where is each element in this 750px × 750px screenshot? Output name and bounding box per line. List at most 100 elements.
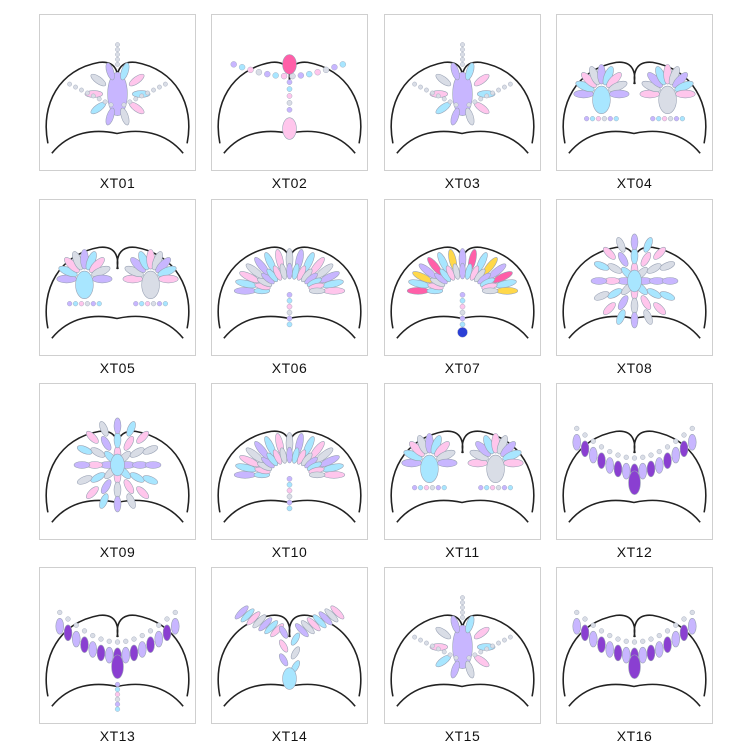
- gem: [92, 274, 113, 284]
- gem: [659, 291, 676, 301]
- gem: [597, 452, 606, 469]
- rhinestone-dot: [441, 96, 447, 102]
- rhinestone-dot: [623, 454, 629, 460]
- gem: [63, 624, 73, 642]
- rhinestone-dot: [156, 622, 162, 628]
- gem: [126, 421, 136, 437]
- rhinestone-dot: [314, 69, 321, 76]
- product-card-xt01[interactable]: [39, 14, 196, 171]
- rhinestone-dot: [286, 79, 293, 85]
- product-code-label: XT10: [271, 544, 308, 560]
- rhinestone-dot: [145, 90, 150, 96]
- gem: [607, 263, 623, 274]
- center-gem: [592, 85, 611, 115]
- rhinestone-dot: [115, 42, 120, 47]
- product-card-xt16[interactable]: [556, 567, 713, 724]
- rhinestone-dot: [286, 100, 293, 106]
- rhinestone-dot: [272, 72, 279, 79]
- product-card-xt03[interactable]: [384, 14, 541, 171]
- rhinestone-dot: [255, 69, 263, 76]
- rhinestone-dot: [430, 90, 435, 96]
- product-card-xt07[interactable]: [384, 199, 541, 356]
- gem: [646, 263, 662, 274]
- gem: [100, 435, 112, 451]
- torso-outline: [217, 614, 362, 707]
- product-code-label: XT13: [99, 728, 136, 744]
- rhinestone-dot: [430, 643, 435, 649]
- gem: [688, 434, 697, 451]
- gem: [88, 641, 97, 658]
- torso-outline: [562, 614, 707, 707]
- gem: [121, 646, 130, 664]
- gem: [617, 251, 629, 267]
- gem: [90, 447, 106, 458]
- rhinestone-dot: [490, 643, 495, 649]
- rhinestone-dot: [247, 66, 254, 74]
- rhinestone-dot: [96, 96, 102, 102]
- product-card-xt10[interactable]: [211, 383, 368, 540]
- rhinestone-dot: [424, 640, 429, 646]
- gem: [406, 287, 430, 295]
- rhinestone-dot: [640, 454, 646, 460]
- jewel-pattern: [234, 605, 345, 690]
- gem: [646, 288, 662, 299]
- rhinestone-dot: [145, 301, 151, 307]
- rhinestone-dot: [447, 99, 453, 105]
- product-card-xt06[interactable]: [211, 199, 368, 356]
- product-card-xt14[interactable]: [211, 567, 368, 724]
- jewel-pattern: [67, 42, 168, 126]
- rhinestone-dot: [460, 57, 465, 62]
- gem: [128, 73, 145, 87]
- product-card-xt05[interactable]: [39, 199, 196, 356]
- product-image: [562, 61, 707, 154]
- gem: [643, 309, 653, 325]
- product-card-xt11[interactable]: [384, 383, 541, 540]
- rhinestone-dot: [607, 449, 613, 455]
- rhinestone-dot: [67, 81, 72, 87]
- rhinestone-dot: [96, 301, 102, 307]
- center-gem: [628, 654, 641, 679]
- rhinestone-dot: [123, 638, 129, 644]
- gem: [607, 288, 623, 299]
- gem: [76, 475, 93, 485]
- torso-outline: [45, 246, 190, 339]
- rhinestone-dot: [590, 622, 596, 628]
- jewel-pattern: [73, 417, 162, 513]
- rhinestone-dot: [286, 297, 293, 304]
- rhinestone-dot: [496, 640, 501, 646]
- rhinestone-dot: [286, 107, 293, 113]
- rhinestone-dot: [157, 84, 162, 90]
- product-card-xt15[interactable]: [384, 567, 541, 724]
- center-gem: [141, 270, 160, 300]
- rhinestone-dot: [472, 99, 478, 105]
- rhinestone-dot: [648, 452, 654, 458]
- product-card-xt13[interactable]: [39, 567, 196, 724]
- jewel-pattern: [55, 609, 180, 712]
- rhinestone-dot: [466, 102, 472, 108]
- gem: [286, 262, 293, 280]
- rhinestone-dot: [656, 449, 662, 455]
- product-card-xt08[interactable]: [556, 199, 713, 356]
- product-card-xt02[interactable]: [211, 14, 368, 171]
- gem: [312, 614, 327, 629]
- gem: [663, 452, 672, 469]
- gem: [473, 73, 490, 87]
- rhinestone-dot: [457, 327, 468, 338]
- product-card-xt04[interactable]: [556, 14, 713, 171]
- product-card-xt09[interactable]: [39, 383, 196, 540]
- rhinestone-dot: [151, 87, 156, 93]
- product-code-label: XT11: [445, 544, 480, 560]
- product-card-xt12[interactable]: [556, 383, 713, 540]
- rhinestone-dot: [623, 638, 629, 644]
- gem: [162, 624, 172, 642]
- gem: [589, 446, 598, 464]
- rhinestone-dot: [673, 622, 679, 628]
- gem: [646, 460, 656, 478]
- rhinestone-dot: [73, 622, 79, 628]
- gem: [653, 246, 667, 260]
- gem: [318, 611, 333, 626]
- gem: [663, 636, 672, 653]
- rhinestone-dot: [418, 84, 423, 90]
- rhinestone-dot: [286, 93, 293, 99]
- rhinestone-dot: [484, 93, 490, 99]
